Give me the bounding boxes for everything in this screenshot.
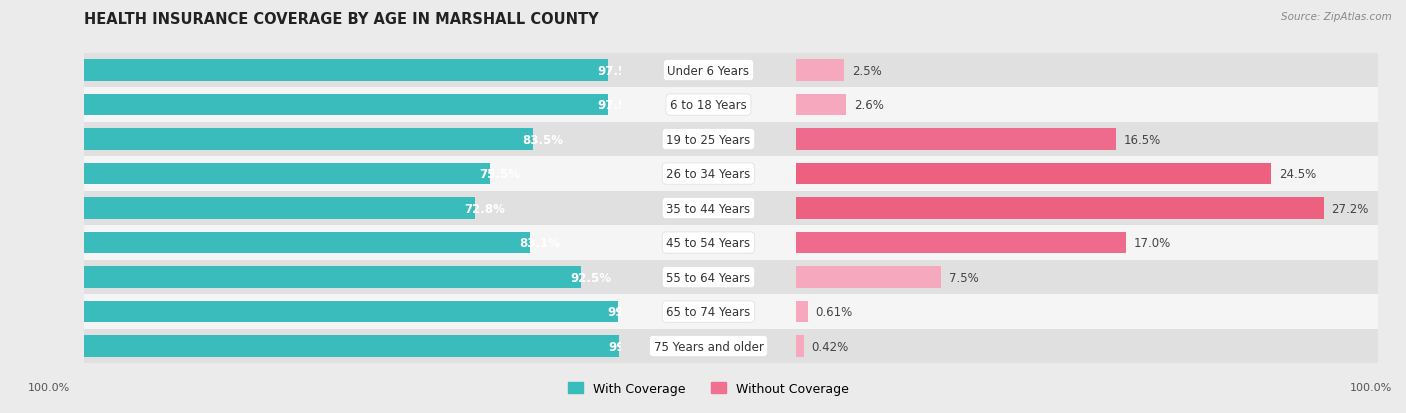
- Text: 2.6%: 2.6%: [853, 99, 884, 112]
- Bar: [756, 329, 1406, 363]
- Text: 16.5%: 16.5%: [1123, 133, 1161, 146]
- Bar: [796, 267, 942, 288]
- Text: 0.61%: 0.61%: [815, 305, 852, 318]
- Text: 99.6%: 99.6%: [609, 340, 650, 353]
- Bar: [621, 260, 796, 294]
- Bar: [58, 294, 648, 329]
- Bar: [84, 60, 607, 82]
- Bar: [58, 226, 648, 260]
- Text: 75 Years and older: 75 Years and older: [654, 340, 763, 353]
- Legend: With Coverage, Without Coverage: With Coverage, Without Coverage: [568, 382, 849, 395]
- Bar: [58, 191, 648, 226]
- Text: 6 to 18 Years: 6 to 18 Years: [671, 99, 747, 112]
- Bar: [58, 123, 648, 157]
- Text: 45 to 54 Years: 45 to 54 Years: [666, 237, 751, 249]
- Text: HEALTH INSURANCE COVERAGE BY AGE IN MARSHALL COUNTY: HEALTH INSURANCE COVERAGE BY AGE IN MARS…: [84, 12, 599, 27]
- Text: 72.8%: 72.8%: [464, 202, 505, 215]
- Bar: [621, 157, 796, 191]
- Text: 100.0%: 100.0%: [1350, 382, 1392, 392]
- Text: Source: ZipAtlas.com: Source: ZipAtlas.com: [1281, 12, 1392, 22]
- Bar: [58, 329, 648, 363]
- Text: 75.5%: 75.5%: [479, 168, 520, 180]
- Bar: [756, 226, 1406, 260]
- Bar: [796, 129, 1116, 150]
- Bar: [621, 123, 796, 157]
- Text: 17.0%: 17.0%: [1133, 237, 1171, 249]
- Bar: [756, 123, 1406, 157]
- Bar: [58, 157, 648, 191]
- Bar: [756, 88, 1406, 123]
- Bar: [756, 294, 1406, 329]
- Bar: [621, 54, 796, 88]
- Text: 92.5%: 92.5%: [571, 271, 612, 284]
- Bar: [621, 329, 796, 363]
- Text: 100.0%: 100.0%: [28, 382, 70, 392]
- Text: Under 6 Years: Under 6 Years: [668, 64, 749, 77]
- Text: 99.4%: 99.4%: [607, 305, 648, 318]
- Bar: [796, 60, 844, 82]
- Text: 35 to 44 Years: 35 to 44 Years: [666, 202, 751, 215]
- Text: 0.42%: 0.42%: [811, 340, 849, 353]
- Bar: [58, 54, 648, 88]
- Bar: [621, 294, 796, 329]
- Bar: [621, 191, 796, 226]
- Bar: [796, 198, 1323, 219]
- Text: 19 to 25 Years: 19 to 25 Years: [666, 133, 751, 146]
- Text: 97.5%: 97.5%: [598, 64, 638, 77]
- Bar: [58, 260, 648, 294]
- Bar: [756, 54, 1406, 88]
- Text: 83.1%: 83.1%: [520, 237, 561, 249]
- Bar: [796, 95, 846, 116]
- Bar: [796, 301, 807, 323]
- Text: 24.5%: 24.5%: [1279, 168, 1316, 180]
- Bar: [796, 232, 1126, 254]
- Bar: [84, 232, 530, 254]
- Text: 55 to 64 Years: 55 to 64 Years: [666, 271, 751, 284]
- Text: 65 to 74 Years: 65 to 74 Years: [666, 305, 751, 318]
- Bar: [84, 301, 619, 323]
- Bar: [796, 164, 1271, 185]
- Bar: [84, 129, 533, 150]
- Bar: [84, 198, 475, 219]
- Bar: [84, 164, 489, 185]
- Text: 27.2%: 27.2%: [1331, 202, 1368, 215]
- Bar: [756, 260, 1406, 294]
- Text: 83.5%: 83.5%: [522, 133, 562, 146]
- Bar: [756, 157, 1406, 191]
- Text: 97.5%: 97.5%: [598, 99, 638, 112]
- Bar: [84, 95, 607, 116]
- Bar: [58, 88, 648, 123]
- Bar: [796, 335, 804, 357]
- Bar: [756, 191, 1406, 226]
- Text: 7.5%: 7.5%: [949, 271, 979, 284]
- Bar: [621, 88, 796, 123]
- Bar: [84, 267, 581, 288]
- Text: 26 to 34 Years: 26 to 34 Years: [666, 168, 751, 180]
- Bar: [621, 226, 796, 260]
- Text: 2.5%: 2.5%: [852, 64, 882, 77]
- Bar: [84, 335, 619, 357]
